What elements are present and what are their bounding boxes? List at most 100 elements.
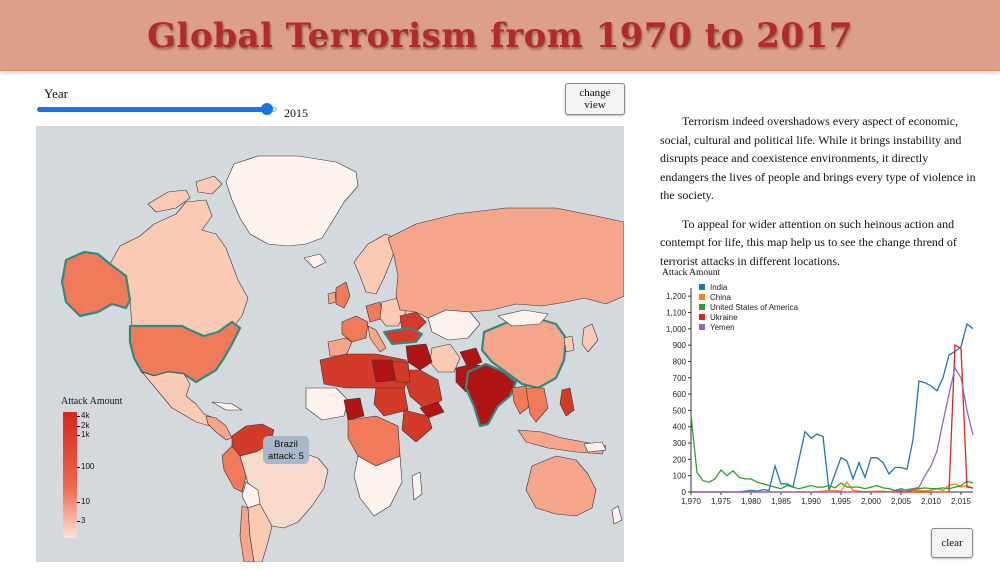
legend-label: Ukraine bbox=[710, 313, 738, 322]
country-usa[interactable] bbox=[128, 320, 242, 384]
country-ireland[interactable] bbox=[327, 291, 337, 305]
y-tick-label: 100 bbox=[673, 472, 687, 481]
x-tick-label: 1,985 bbox=[771, 497, 792, 506]
clear-button[interactable]: clear bbox=[931, 528, 973, 558]
country-italy[interactable] bbox=[367, 325, 387, 353]
legend-label: India bbox=[710, 283, 728, 292]
y-tick-label: 900 bbox=[673, 341, 687, 350]
legend-tick: 2k bbox=[76, 421, 90, 430]
attack-line-chart[interactable]: 0 100 200 300 400 500 600 700 800 900 1,000 1,100 1,… bbox=[655, 278, 985, 518]
y-tick-label: 0 bbox=[682, 488, 687, 497]
country-ukraine[interactable] bbox=[399, 311, 427, 333]
country-scandinavia[interactable] bbox=[353, 233, 399, 295]
country-png[interactable] bbox=[583, 441, 607, 453]
description: Terrorism indeed overshadows every aspec… bbox=[660, 112, 978, 280]
country-india[interactable] bbox=[464, 362, 518, 428]
legend-swatch bbox=[699, 304, 705, 310]
x-tick-label: 1,990 bbox=[801, 497, 822, 506]
country-australia[interactable] bbox=[525, 455, 597, 517]
header-bar: Global Terrorism from 1970 to 2017 bbox=[0, 0, 1000, 71]
legend-swatch bbox=[699, 314, 705, 320]
country-argentina[interactable] bbox=[247, 503, 273, 562]
chart-title: Attack Amount bbox=[662, 268, 721, 278]
country-canada[interactable] bbox=[109, 199, 249, 337]
y-tick-label: 1,200 bbox=[666, 292, 687, 301]
series-line-united-states-of-america bbox=[690, 415, 974, 492]
y-tick-label: 600 bbox=[673, 390, 687, 399]
legend-tick: 4k bbox=[76, 411, 90, 420]
x-tick-label: 1,980 bbox=[741, 497, 762, 506]
country-mexico[interactable] bbox=[141, 371, 215, 427]
y-tick-label: 500 bbox=[673, 406, 687, 415]
slider-thumb[interactable] bbox=[260, 103, 273, 115]
legend-swatch bbox=[699, 324, 705, 330]
country-iran[interactable] bbox=[429, 343, 461, 373]
page-title: Global Terrorism from 1970 to 2017 bbox=[147, 16, 853, 56]
y-tick-label: 700 bbox=[673, 374, 687, 383]
y-tick-label: 300 bbox=[673, 439, 687, 448]
country-france[interactable] bbox=[341, 315, 369, 343]
year-label: Year bbox=[44, 86, 68, 101]
country-new-zealand[interactable] bbox=[611, 505, 623, 525]
country-greenland[interactable] bbox=[225, 155, 359, 247]
x-tick-label: 1,975 bbox=[711, 497, 732, 506]
country-usa-alaska[interactable] bbox=[60, 250, 132, 318]
country-southern-africa[interactable] bbox=[353, 455, 403, 517]
country-ethiopia-somalia[interactable] bbox=[401, 409, 433, 443]
legend-tick: 3 bbox=[76, 516, 86, 525]
country-turkey[interactable] bbox=[383, 327, 423, 345]
description-paragraph: Terrorism indeed overshadows every aspec… bbox=[660, 114, 976, 202]
y-tick-label: 1,100 bbox=[666, 308, 687, 317]
country-uk[interactable] bbox=[335, 281, 351, 309]
year-slider[interactable] bbox=[37, 103, 277, 115]
map-legend: Attack Amount 4k 2k 1k 100 10 3 bbox=[61, 396, 131, 546]
country-central-america[interactable] bbox=[205, 415, 233, 441]
legend-label: Yemen bbox=[710, 323, 735, 332]
legend-tick: 10 bbox=[77, 497, 90, 506]
tooltip-attack: attack: 5 bbox=[268, 451, 304, 462]
change-view-button[interactable]: change view bbox=[565, 83, 625, 115]
legend-label: China bbox=[710, 293, 731, 302]
country-spain[interactable] bbox=[327, 337, 353, 357]
legend-swatch bbox=[699, 284, 705, 290]
description-paragraph: To appeal for wider attention on such he… bbox=[660, 216, 957, 268]
country-afghanistan[interactable] bbox=[459, 347, 483, 369]
series-line-yemen bbox=[691, 366, 974, 493]
legend-title: Attack Amount bbox=[61, 396, 123, 407]
legend-label: United States of America bbox=[710, 303, 799, 312]
map-tooltip: Brazil attack: 5 bbox=[263, 436, 309, 464]
y-tick-label: 200 bbox=[673, 455, 687, 464]
country-myanmar[interactable] bbox=[511, 385, 531, 415]
legend-tick: 100 bbox=[76, 462, 95, 471]
country-iraq-syria[interactable] bbox=[405, 343, 433, 371]
country-madagascar[interactable] bbox=[411, 471, 423, 501]
country-yemen[interactable] bbox=[419, 401, 445, 419]
slider-fill bbox=[37, 107, 267, 112]
country-japan[interactable] bbox=[581, 323, 599, 353]
country-sudan[interactable] bbox=[373, 387, 409, 417]
country-central-africa[interactable] bbox=[347, 415, 401, 467]
country-korea[interactable] bbox=[563, 335, 575, 353]
country-philippines[interactable] bbox=[559, 387, 575, 417]
country-egypt[interactable] bbox=[391, 361, 411, 383]
y-tick-label: 800 bbox=[673, 357, 687, 366]
country-mongolia[interactable] bbox=[497, 309, 549, 327]
country-saudi-arabia[interactable] bbox=[401, 369, 443, 411]
x-tick-label: 1,970 bbox=[681, 497, 702, 506]
country-russia[interactable] bbox=[387, 207, 624, 319]
map-svg[interactable] bbox=[36, 126, 624, 562]
country-kazakhstan[interactable] bbox=[427, 309, 481, 341]
country-cuba[interactable] bbox=[211, 401, 243, 411]
year-value: 2015 bbox=[284, 106, 308, 120]
canada-islands[interactable] bbox=[147, 175, 223, 213]
world-map[interactable]: Attack Amount 4k 2k 1k 100 10 3 Brazil a… bbox=[36, 126, 624, 562]
x-tick-label: 2,000 bbox=[861, 497, 882, 506]
series-line-ukraine bbox=[691, 344, 974, 493]
country-iceland[interactable] bbox=[303, 253, 327, 269]
country-thailand-vietnam[interactable] bbox=[525, 387, 549, 423]
y-tick-label: 400 bbox=[673, 423, 687, 432]
country-nigeria[interactable] bbox=[343, 397, 365, 421]
country-west-africa[interactable] bbox=[305, 387, 349, 421]
legend-swatch bbox=[699, 294, 705, 300]
x-tick-label: 2,005 bbox=[891, 497, 912, 506]
